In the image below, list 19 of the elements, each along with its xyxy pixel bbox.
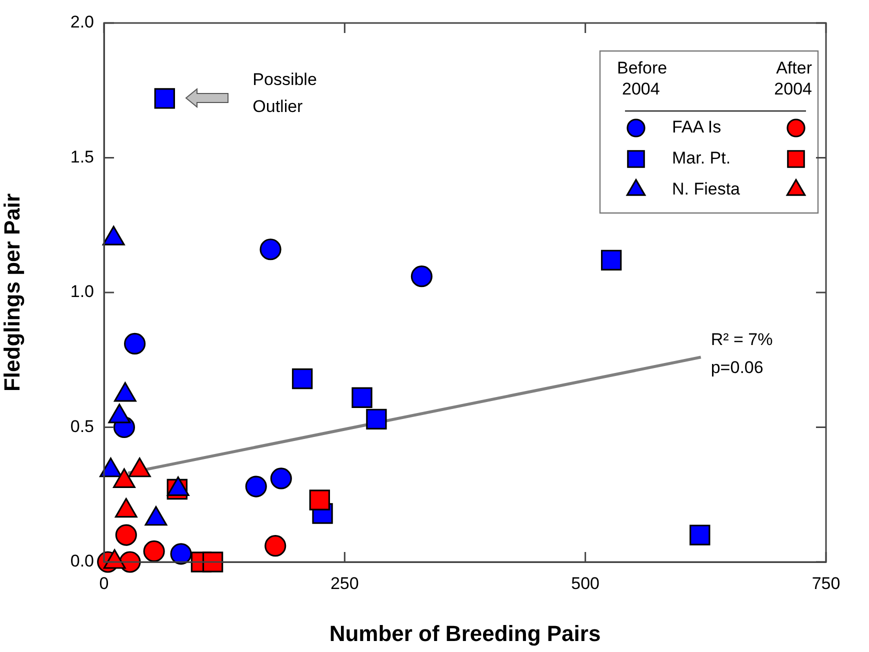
x-tick-label: 250 [330,574,359,593]
x-tick-label: 750 [812,574,840,593]
annotation: R² = 7% [710,330,773,349]
y-tick-label: 2.0 [70,12,94,32]
legend-label: Mar. Pt. [672,148,731,168]
x-axis-title: Number of Breeding Pairs [329,620,601,646]
y-tick-label: 1.0 [70,282,94,302]
annotation: Possible Outlier [252,70,317,116]
y-axis-title: Fledglings per Pair [0,193,24,392]
legend-label: FAA Is [672,118,722,137]
x-tick-label: 0 [99,574,109,593]
x-tick-label: 500 [571,574,600,593]
y-tick-label: 0.0 [70,552,94,571]
legend-label: N. Fiesta [672,180,741,199]
annotation: p=0.06 [710,358,764,377]
y-tick-label: 1.5 [70,147,94,166]
annotation: After 2004 [774,58,812,99]
y-tick-label: 0.5 [70,416,94,436]
annotation: Before 2004 [617,58,668,99]
